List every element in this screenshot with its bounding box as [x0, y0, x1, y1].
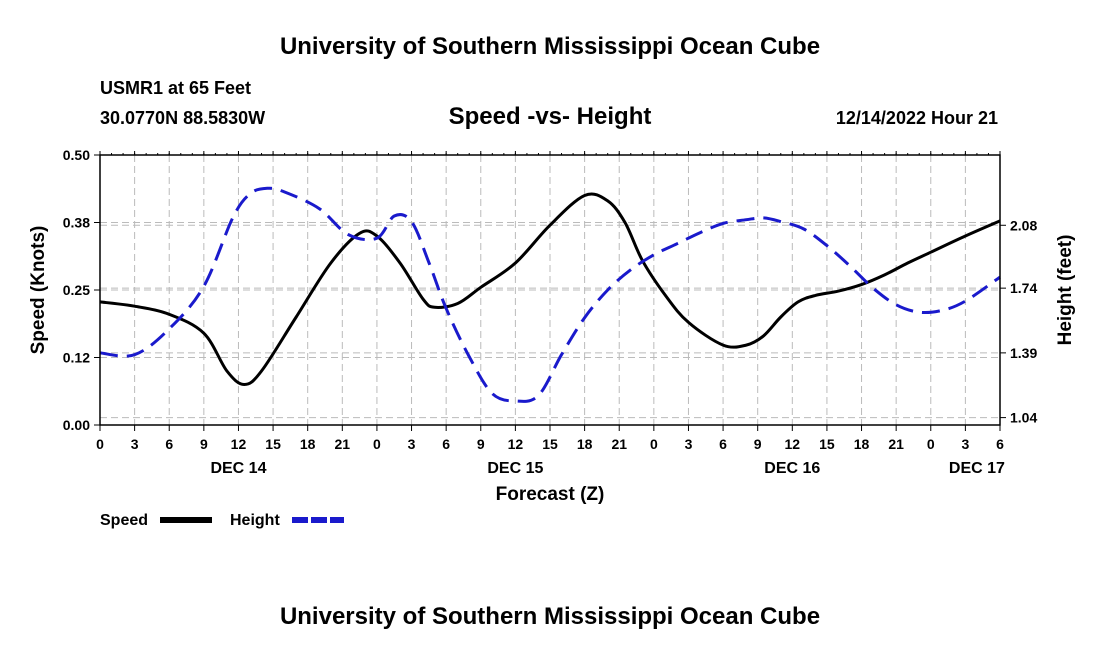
speed-series-line	[99, 192, 1001, 387]
datetime-label: 12/14/2022 Hour 21	[836, 108, 998, 128]
y2-tick-label: 1.04	[1010, 410, 1037, 426]
x-tick-label: 18	[300, 436, 316, 452]
y-axis-label: Speed (Knots)	[28, 226, 49, 355]
x-tick-label: 6	[996, 436, 1004, 452]
x-tick-label: 12	[508, 436, 524, 452]
y-tick-label: 0.38	[63, 215, 90, 231]
x-tick-label: 3	[408, 436, 416, 452]
x-tick-label: 3	[131, 436, 139, 452]
x-tick-label: 3	[685, 436, 693, 452]
x-tick-label: 6	[442, 436, 450, 452]
main-title: University of Southern Mississippi Ocean…	[280, 33, 820, 60]
x-tick-label: 15	[265, 436, 281, 452]
x-tick-label: 12	[785, 436, 801, 452]
y-tick-label: 0.50	[63, 147, 90, 163]
x-tick-label: 6	[719, 436, 727, 452]
y2-tick-label: 1.74	[1010, 280, 1037, 296]
y2-axis-label: Height (feet)	[1055, 235, 1076, 346]
x-tick-label: 15	[542, 436, 558, 452]
footer-title: University of Southern Mississippi Ocean…	[280, 603, 820, 630]
height-series-line	[99, 186, 1001, 403]
x-tick-label: 12	[231, 436, 247, 452]
day-label: DEC 16	[764, 460, 820, 477]
x-tick-label: 0	[96, 436, 104, 452]
coords-label: 30.0770N 88.5830W	[100, 108, 265, 128]
x-tick-label: 3	[961, 436, 969, 452]
x-tick-label: 9	[477, 436, 485, 452]
x-tick-label: 21	[335, 436, 351, 452]
grid	[100, 155, 1000, 425]
legend-height-label: Height	[230, 512, 280, 529]
x-tick-label: 21	[611, 436, 627, 452]
y-tick-label: 0.12	[63, 350, 90, 366]
x-tick-label: 0	[650, 436, 658, 452]
y2-tick-label: 2.08	[1010, 217, 1037, 233]
y-tick-label: 0.00	[63, 417, 90, 433]
x-tick-label: 18	[577, 436, 593, 452]
legend: Speed Height	[100, 512, 344, 529]
y-tick-label: 0.25	[63, 282, 90, 298]
y2-tick-label: 1.39	[1010, 345, 1037, 361]
day-label: DEC 15	[487, 460, 543, 477]
x-tick-label: 9	[754, 436, 762, 452]
series-group	[99, 186, 1001, 403]
chart-subtitle: Speed -vs- Height	[449, 103, 652, 130]
legend-speed-label: Speed	[100, 512, 148, 529]
day-label: DEC 14	[210, 460, 266, 477]
x-axis-label: Forecast (Z)	[496, 484, 605, 505]
x-tick-label: 21	[888, 436, 904, 452]
x-tick-label: 9	[200, 436, 208, 452]
day-label: DEC 17	[949, 460, 1005, 477]
x-tick-label: 18	[854, 436, 870, 452]
station-label: USMR1 at 65 Feet	[100, 78, 251, 98]
axes: 0 3 6 9 12 15 18 21 0 3 6 9 12 15 18 21 0 3 6 9 12 15 18 21 0 3 6 D…	[63, 147, 1038, 477]
x-tick-label: 15	[819, 436, 835, 452]
x-tick-label: 0	[927, 436, 935, 452]
x-tick-label: 0	[373, 436, 381, 452]
x-tick-label: 6	[165, 436, 173, 452]
